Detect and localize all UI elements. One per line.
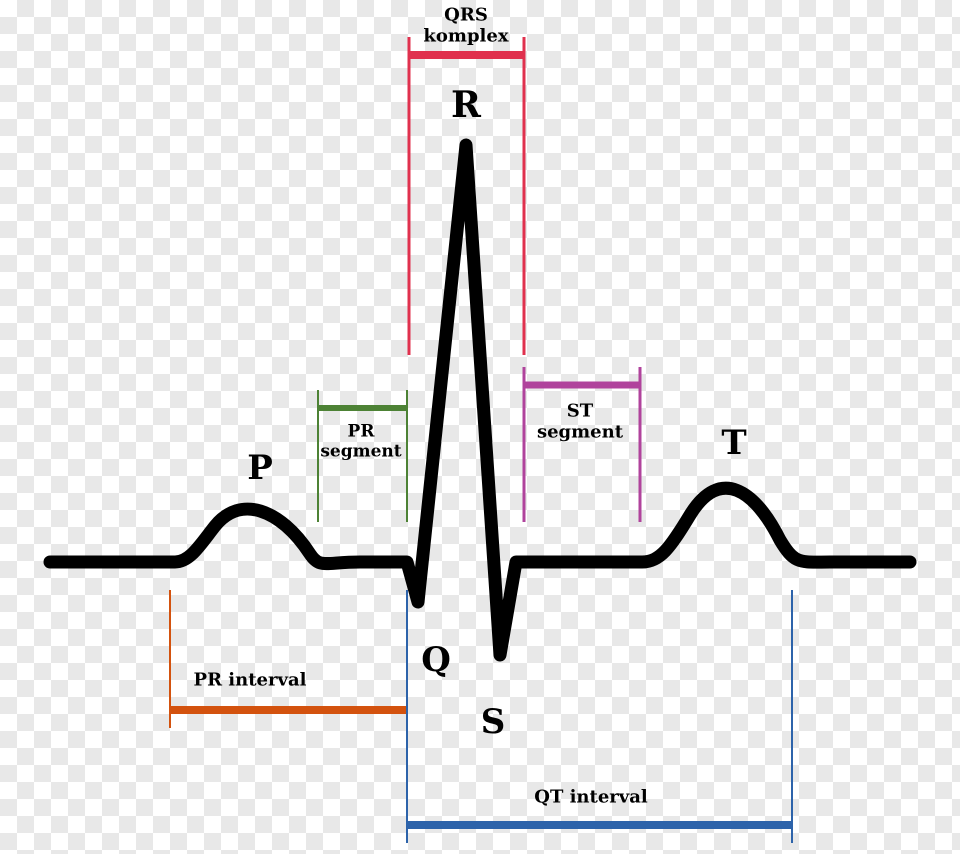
p-wave-label: P: [247, 448, 273, 488]
qt-interval-label: QT interval: [534, 788, 647, 809]
ecg-diagram: P Q R S T QRS komplex PR segment ST segm…: [0, 0, 960, 854]
qrs-complex-label: QRS komplex: [423, 5, 508, 46]
st-segment-label: ST segment: [537, 401, 623, 442]
pr-segment-label: PR segment: [320, 422, 401, 461]
ecg-waveform: [50, 145, 910, 655]
s-wave-label: S: [481, 702, 506, 742]
q-wave-label: Q: [421, 640, 451, 680]
t-wave-label: T: [721, 423, 746, 463]
pr-interval-label: PR interval: [194, 671, 307, 692]
r-wave-label: R: [451, 84, 481, 126]
